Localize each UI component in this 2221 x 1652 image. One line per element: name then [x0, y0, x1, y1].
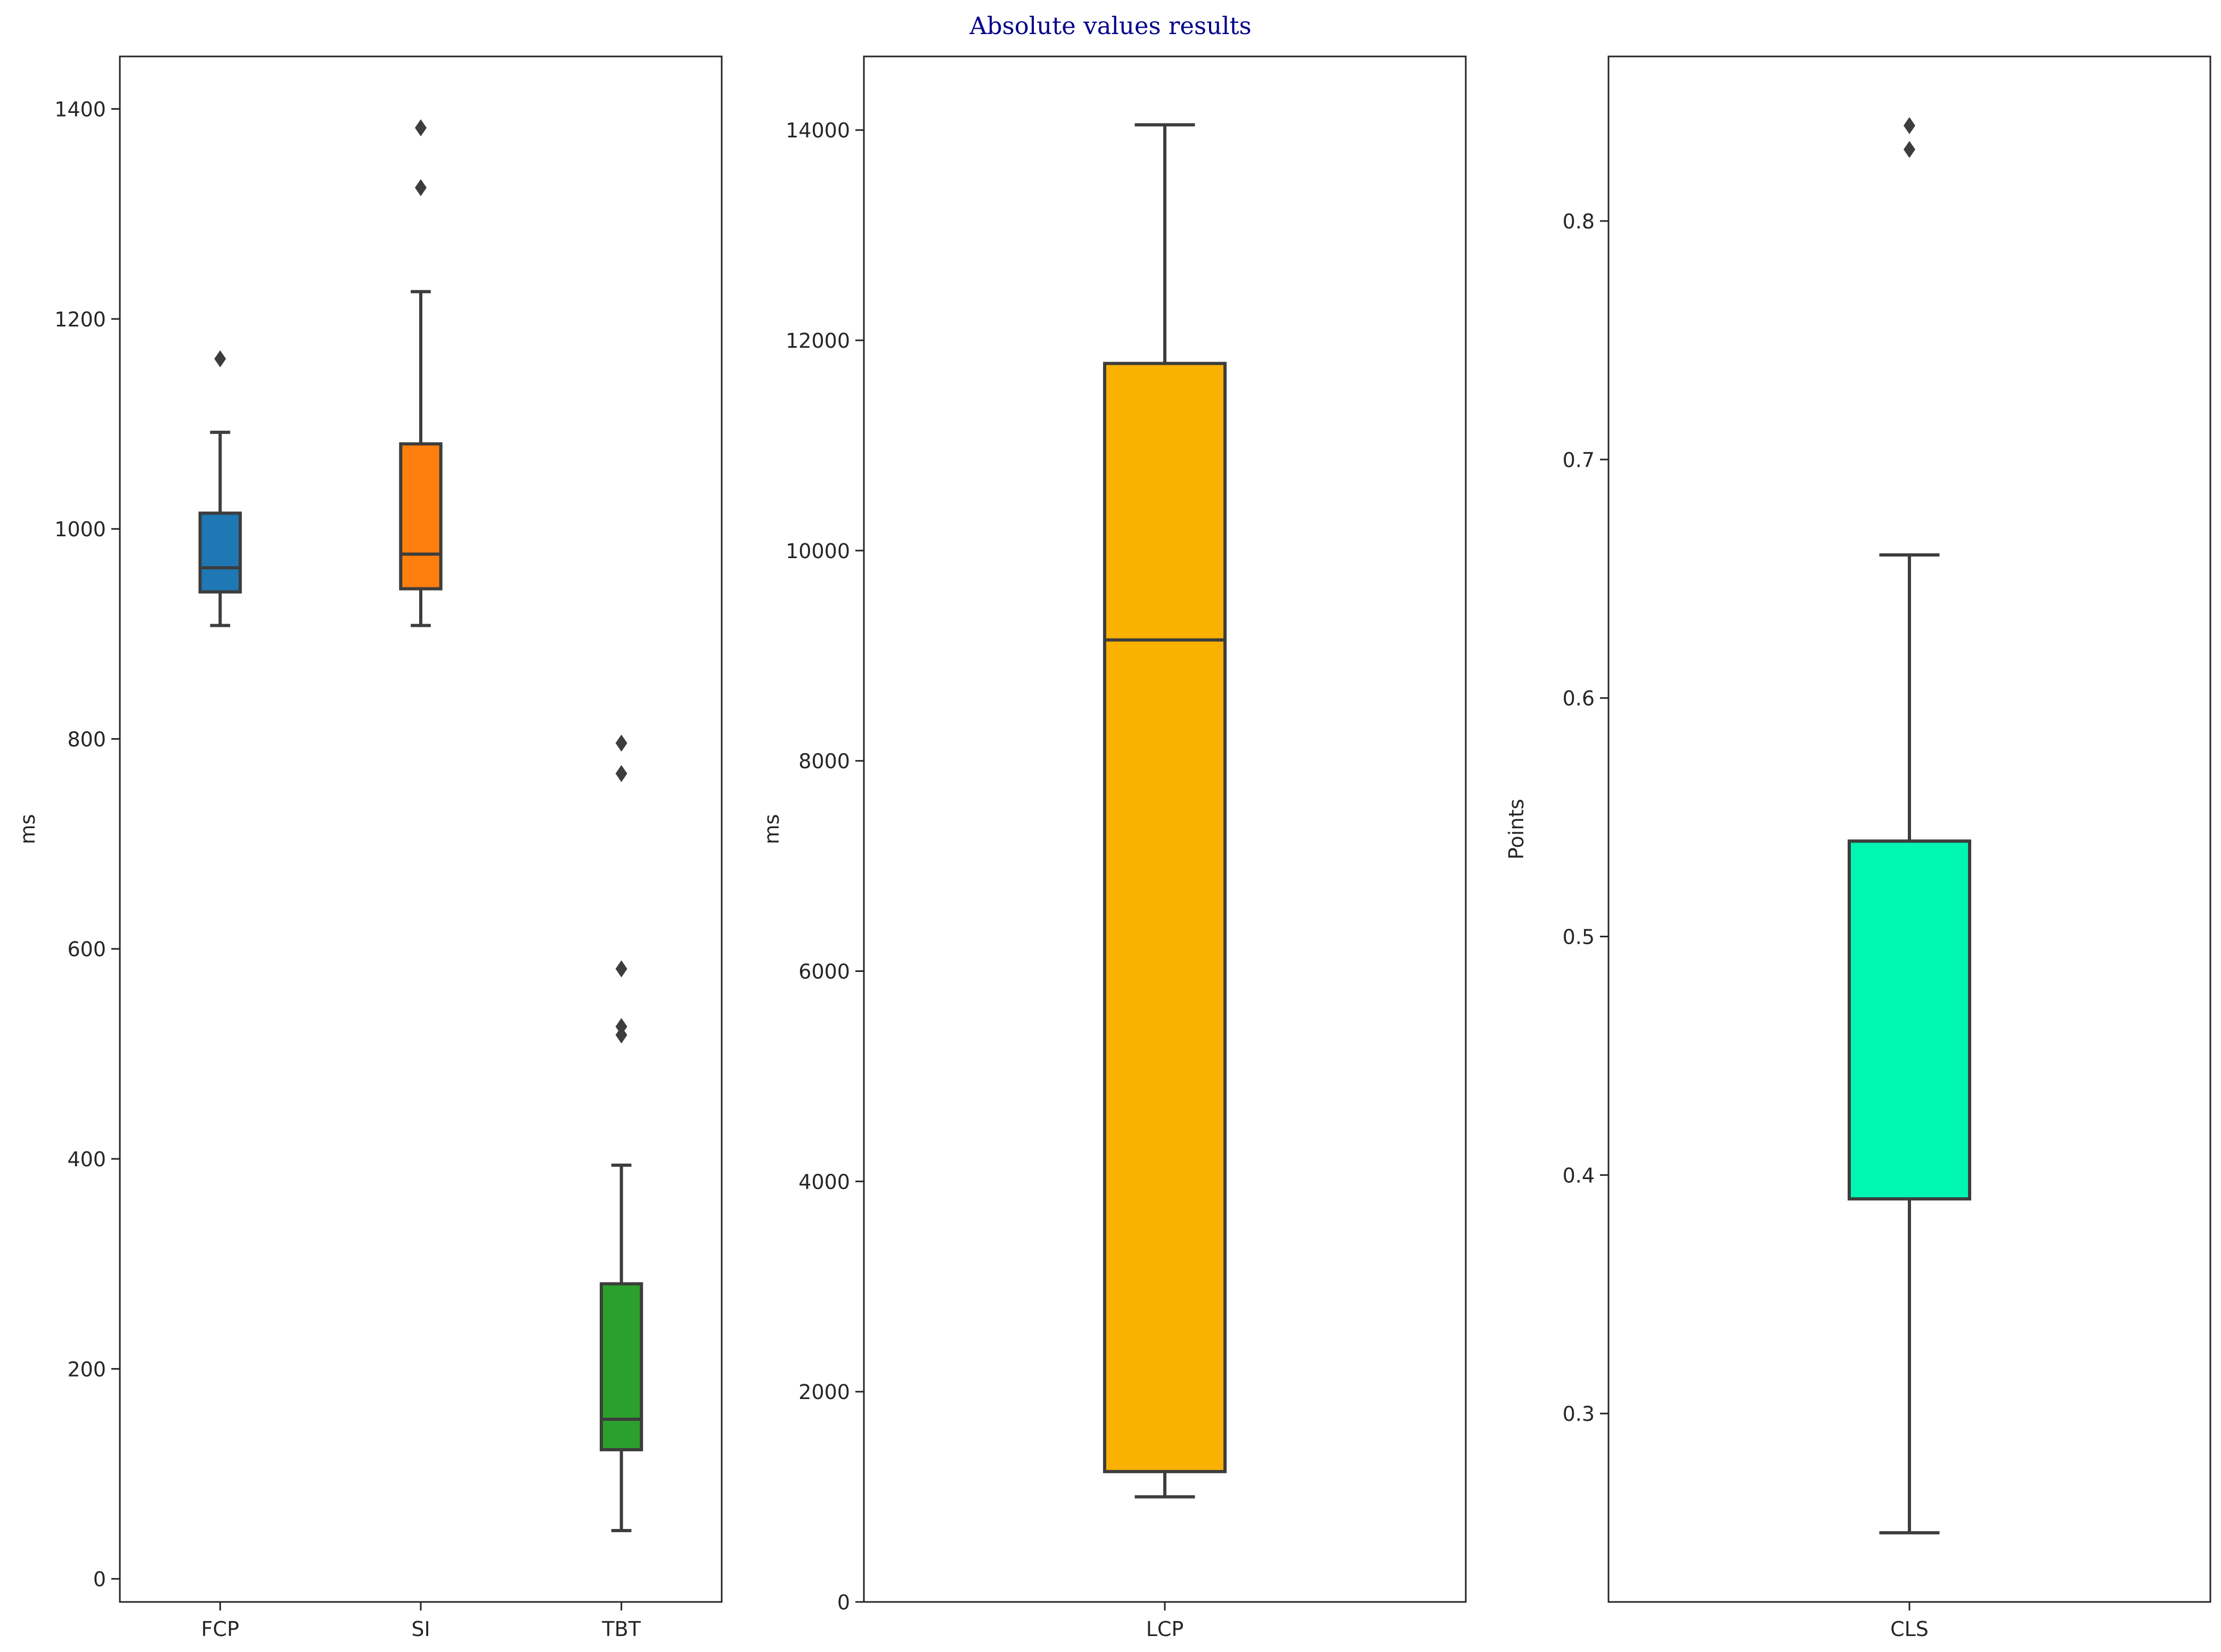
y-axis: 0 2000 4000 6000 8000 10000 12000 14000	[786, 119, 864, 1614]
panel-1: 0 200 400 600 800 1000 1200 1400 ms FCP SI TBT	[16, 55, 723, 1641]
box-lcp: LCP	[1103, 123, 1227, 1641]
y-axis-label: ms	[760, 814, 783, 845]
y-tick-label: 0.4	[1563, 1164, 1595, 1187]
figure-title: Absolute values results	[969, 12, 1251, 40]
x-tick-label: FCP	[201, 1617, 239, 1641]
outlier-point	[615, 765, 627, 782]
y-tick-label: 6000	[798, 960, 850, 984]
y-tick-label: 0	[837, 1591, 850, 1614]
y-tick-label: 10000	[786, 539, 850, 563]
y-tick-label: 0.8	[1563, 210, 1595, 233]
box-body	[198, 511, 242, 594]
outlier-point	[615, 960, 627, 978]
x-tick-label: LCP	[1146, 1617, 1184, 1641]
box-body	[600, 1282, 643, 1452]
y-tick-label: 8000	[798, 750, 850, 773]
y-tick-label: 2000	[798, 1380, 850, 1404]
box-body	[399, 442, 443, 591]
y-tick-label: 4000	[798, 1170, 850, 1193]
y-tick-label: 0.5	[1563, 926, 1595, 949]
x-tick-label: TBT	[601, 1617, 641, 1641]
y-tick-label: 12000	[786, 329, 850, 353]
box-body	[1848, 839, 1971, 1201]
outlier-point	[615, 1018, 627, 1035]
y-axis: 0.3 0.4 0.5 0.6 0.7 0.8	[1563, 210, 1608, 1426]
panels: 0 200 400 600 800 1000 1200 1400 ms FCP SI TBT 0 2000…	[16, 55, 2211, 1641]
y-tick-label: 0.6	[1563, 687, 1595, 710]
y-axis-label: Points	[1505, 799, 1528, 860]
outlier-point	[1904, 141, 1915, 158]
y-tick-label: 1400	[54, 98, 106, 121]
y-tick-label: 0.3	[1563, 1402, 1595, 1426]
panel-2: 0 2000 4000 6000 8000 10000 12000 14000 ms LCP	[760, 55, 1467, 1641]
box-fcp: FCP	[198, 350, 242, 1641]
y-axis: 0 200 400 600 800 1000 1200 1400	[54, 98, 120, 1591]
y-tick-label: 14000	[786, 119, 850, 142]
outlier-point	[1904, 117, 1915, 134]
outlier-point	[615, 734, 627, 752]
box-tbt: TBT	[600, 734, 643, 1641]
y-tick-label: 1000	[54, 518, 106, 541]
y-tick-label: 0	[93, 1568, 106, 1591]
y-tick-label: 1200	[54, 308, 106, 331]
x-tick-label: SI	[411, 1617, 430, 1641]
y-tick-label: 0.7	[1563, 448, 1595, 472]
x-tick-label: CLS	[1890, 1617, 1929, 1641]
panel-3: 0.3 0.4 0.5 0.6 0.7 0.8 Points CLS	[1505, 55, 2211, 1641]
y-tick-label: 800	[67, 727, 106, 751]
outlier-point	[214, 350, 226, 367]
box-si: SI	[399, 119, 443, 1641]
y-tick-label: 200	[67, 1357, 106, 1381]
outlier-point	[415, 179, 427, 197]
y-axis-label: ms	[16, 814, 39, 845]
y-tick-label: 400	[67, 1148, 106, 1171]
box-body	[1103, 362, 1227, 1474]
y-tick-label: 600	[67, 938, 106, 961]
outlier-point	[415, 119, 427, 137]
box-cls: CLS	[1848, 117, 1971, 1641]
